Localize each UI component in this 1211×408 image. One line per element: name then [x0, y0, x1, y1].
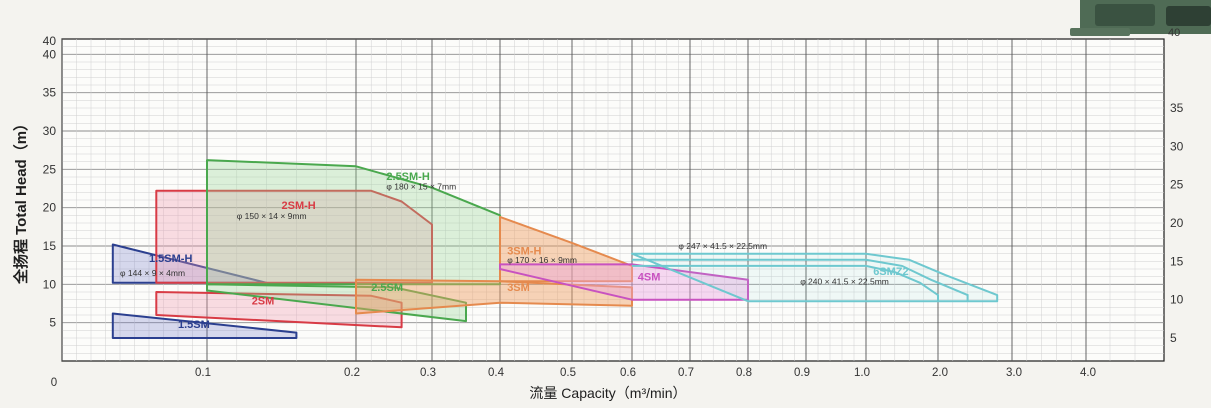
- y-tick-label-right: 15: [1170, 254, 1184, 268]
- y-tick-label-right: 30: [1170, 139, 1184, 153]
- y-tick-label-left: 25: [43, 162, 57, 176]
- y-tick-label-left: 20: [43, 201, 57, 215]
- series-label: 3SM-H: [507, 245, 541, 257]
- series-label: 2.5SM-H: [386, 171, 429, 183]
- pump-regions: [111, 159, 999, 339]
- y-tick-label-right: 35: [1170, 101, 1184, 115]
- x-tick-label: 0.1: [195, 367, 211, 379]
- y-tick-label-right: 5: [1170, 331, 1177, 345]
- series-label: 3SM: [507, 282, 530, 294]
- x-tick-label: 0.6: [620, 367, 636, 379]
- y-tick-label-left: 35: [43, 86, 57, 100]
- x-tick-label: 0.2: [344, 367, 360, 379]
- region-2sm: [155, 291, 403, 329]
- right-top-tick-label: 40: [1168, 27, 1180, 39]
- series-label: 1.5SM-H: [149, 253, 192, 265]
- series-label: 2SM: [252, 295, 275, 307]
- y-tick-label-left-extra: 40: [43, 34, 57, 48]
- x-tick-label: 0.3: [420, 367, 436, 379]
- y-tick-label-right: 20: [1170, 216, 1184, 230]
- series-label: 2SM-H: [282, 200, 316, 212]
- series-annotation: φ 150 × 14 × 9mm: [237, 211, 307, 221]
- region-2-5sm: [206, 283, 467, 323]
- series-annotation: φ 144 × 9 × 4mm: [120, 268, 185, 278]
- region-1-5sm: [111, 312, 298, 339]
- x-tick-label: 0.8: [736, 367, 752, 379]
- x-tick-label: 0.4: [488, 367, 505, 379]
- y-axis-label: 全扬程 Total Head（m）: [12, 116, 30, 285]
- x-tick-label: 0.5: [560, 367, 576, 379]
- region-6smz2-outline: [632, 258, 969, 302]
- axis-ticks: 0 0.1 0.2 0.3 0.4 0.5 0.6 0.7 0.8 0.9 1.0 2.0 3.0 4.0…: [43, 34, 1184, 389]
- region-6smz2-outline: [632, 264, 939, 302]
- region-3sm: [355, 278, 633, 315]
- region-2sm-h: [155, 189, 433, 284]
- y-tick-label-left: 5: [49, 316, 56, 330]
- series-label: 4SM: [638, 272, 661, 284]
- region-labels: 1.5SM-H φ 144 × 9 × 4mm 1.5SM 2SM-Hφ 150 × …: [120, 171, 909, 331]
- x-tick-label: 0: [51, 377, 57, 389]
- x-axis-label: 流量 Capacity（m³/min）: [529, 385, 686, 401]
- region-4sm: [499, 263, 749, 301]
- y-tick-label-right: 10: [1170, 293, 1184, 307]
- series-label: 1.5SM: [178, 319, 210, 331]
- x-tick-label: 0.9: [794, 367, 810, 379]
- x-tick-label: 2.0: [932, 367, 948, 379]
- x-tick-label: 3.0: [1006, 367, 1022, 379]
- x-tick-label: 0.7: [678, 367, 694, 379]
- x-tick-label: 4.0: [1080, 367, 1096, 379]
- x-tick-label: 1.0: [854, 367, 870, 379]
- y-tick-label-left: 40: [43, 47, 57, 61]
- y-tick-label-right: 25: [1170, 178, 1184, 192]
- y-tick-label-left: 10: [43, 277, 57, 291]
- series-annotation: φ 180 × 15 × 7mm: [386, 181, 456, 191]
- series-label: 2.5SM: [371, 282, 403, 294]
- series-annotation: φ 170 × 16 × 9mm: [507, 255, 577, 265]
- series-annotation: φ 240 × 41.5 × 22.5mm: [800, 276, 889, 286]
- series-label: 6SMZ2: [873, 266, 908, 278]
- pump-photo: [1070, 0, 1211, 36]
- series-annotation-2: φ 247 × 41.5 × 22.5mm: [678, 241, 767, 251]
- y-tick-label-left: 15: [43, 239, 57, 253]
- y-tick-label-left: 30: [43, 124, 57, 138]
